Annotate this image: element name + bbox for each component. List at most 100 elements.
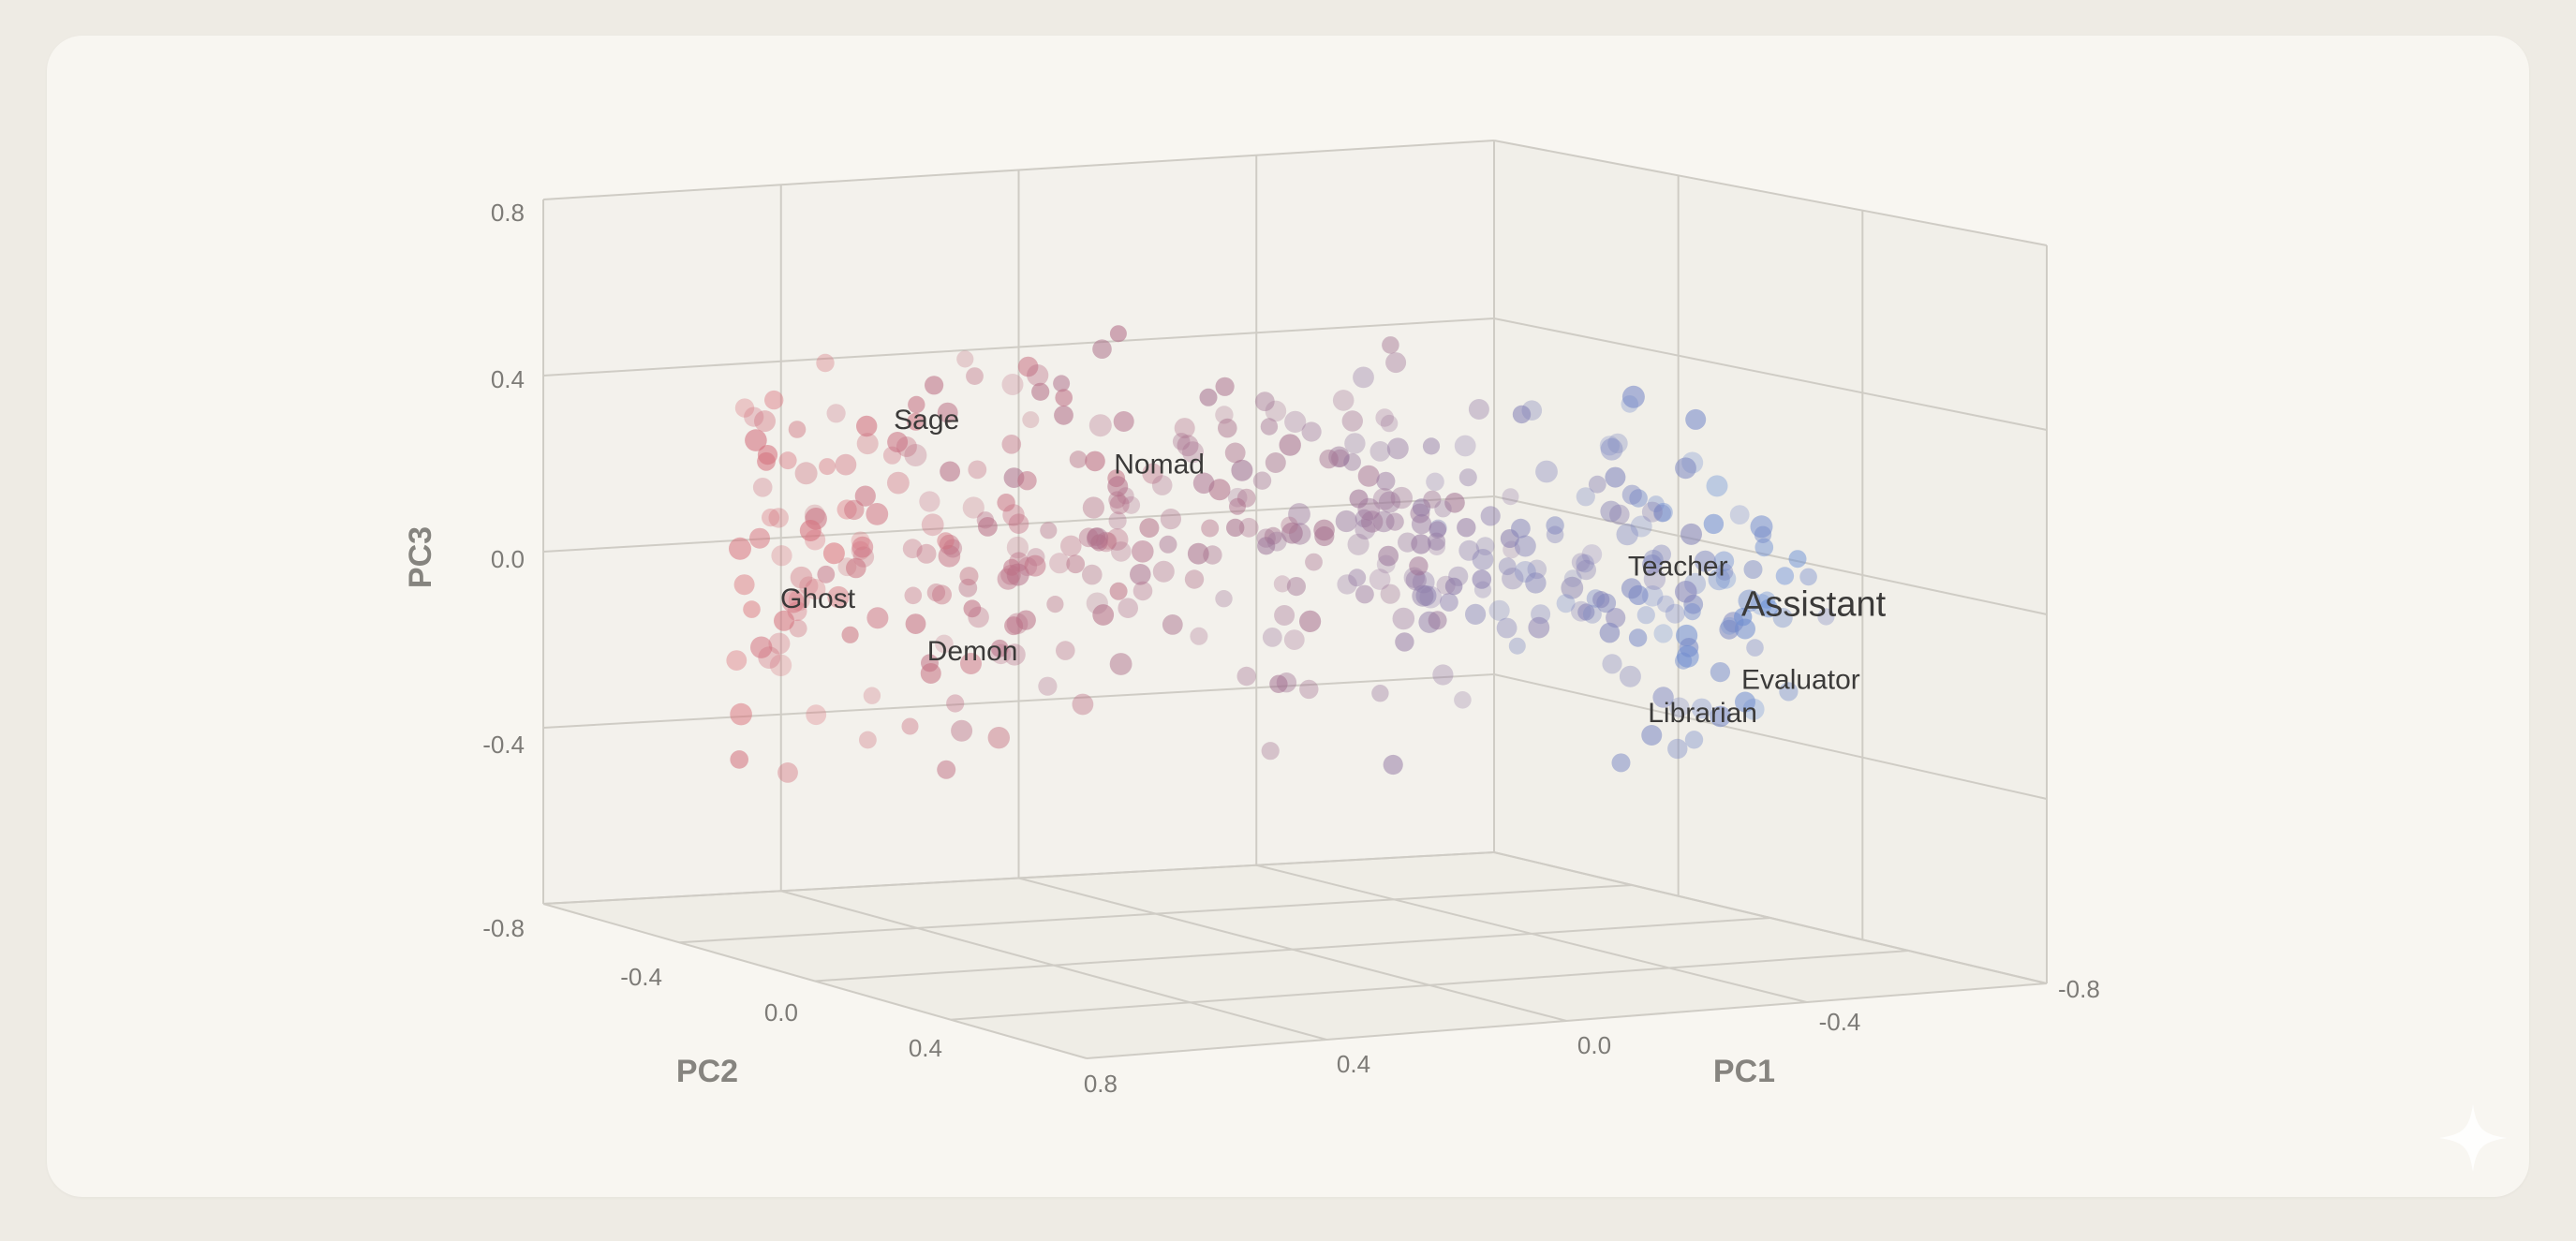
data-point: [1444, 493, 1465, 513]
grid-floor-b-0: [542, 903, 1088, 1059]
data-point: [1643, 568, 1666, 590]
points: [726, 325, 1835, 783]
data-point: [1349, 489, 1369, 509]
data-point: [1086, 592, 1108, 614]
data-point: [939, 534, 960, 555]
data-point: [851, 540, 870, 561]
data-point: [1457, 518, 1476, 538]
data-point: [1759, 598, 1778, 618]
data-point: [1305, 553, 1323, 571]
data-point: [768, 632, 791, 655]
data-point: [1085, 451, 1105, 472]
data-point: [1006, 613, 1029, 635]
data-point: [1577, 603, 1595, 621]
data-point: [1779, 682, 1799, 702]
data-point: [1652, 687, 1674, 708]
data-point: [1599, 622, 1621, 643]
data-point: [733, 574, 755, 596]
x-tick--0.8: -0.8: [2058, 975, 2100, 1003]
data-point: [1472, 549, 1494, 570]
data-point: [1236, 488, 1256, 508]
data-point: [1488, 599, 1510, 621]
data-point: [1386, 437, 1409, 460]
data-point: [1347, 533, 1369, 555]
data-point: [1361, 510, 1384, 533]
data-point: [1174, 418, 1195, 439]
data-point: [1357, 465, 1380, 487]
data-point: [1109, 325, 1127, 343]
data-point: [758, 646, 781, 669]
data-point: [1436, 575, 1456, 595]
data-point: [1008, 513, 1029, 534]
data-point: [1027, 364, 1049, 387]
data-point: [863, 687, 881, 704]
data-point: [1355, 509, 1374, 528]
data-point: [1109, 495, 1130, 515]
data-point: [1468, 399, 1489, 420]
data-point: [1066, 554, 1086, 574]
data-point: [1218, 418, 1237, 438]
data-point: [901, 717, 919, 735]
floor-plane: [543, 852, 2047, 1058]
data-point: [1053, 375, 1071, 392]
data-point: [1694, 550, 1716, 572]
data-point: [1004, 616, 1024, 636]
data-point: [1621, 385, 1645, 408]
data-point: [990, 643, 1012, 665]
data-point: [1262, 628, 1282, 647]
data-point: [1427, 532, 1446, 551]
data-point: [1215, 377, 1235, 396]
data-point: [1382, 336, 1399, 354]
data-point: [1017, 356, 1039, 377]
point-label-sage: Sage: [894, 405, 959, 436]
data-point: [1353, 366, 1374, 389]
data-point: [997, 494, 1015, 512]
data-point: [1264, 526, 1282, 545]
data-point: [1371, 685, 1389, 702]
data-point: [1281, 516, 1298, 534]
data-point: [1607, 433, 1628, 454]
labeled-point-demon: [920, 663, 941, 684]
data-point: [925, 376, 944, 395]
data-point: [926, 584, 946, 602]
data-point: [919, 491, 940, 512]
data-point: [1069, 451, 1088, 468]
data-point: [935, 634, 954, 654]
data-point: [1775, 567, 1795, 585]
x-tick-0.0: 0.0: [1577, 1031, 1611, 1059]
grid-z-right-3: [1493, 673, 2048, 800]
data-point: [1616, 523, 1638, 546]
data-point: [1630, 515, 1652, 538]
data-point: [1411, 513, 1432, 535]
y-tick--0.4: -0.4: [620, 963, 662, 991]
data-point: [1257, 537, 1276, 555]
data-point: [757, 451, 776, 471]
data-point: [963, 599, 982, 618]
data-point: [1448, 566, 1469, 586]
data-point: [768, 508, 789, 528]
point-label-evaluator: Evaluator: [1741, 665, 1860, 696]
data-point: [1683, 603, 1701, 621]
data-point: [1423, 490, 1442, 509]
data-point: [1643, 549, 1664, 570]
data-point: [1571, 553, 1591, 572]
data-point: [1743, 560, 1763, 579]
data-point: [1680, 523, 1702, 545]
data-point: [905, 613, 926, 634]
x-tick-0.4: 0.4: [1337, 1050, 1370, 1078]
data-point: [1238, 517, 1259, 538]
data-point: [734, 398, 755, 418]
data-point: [1502, 488, 1519, 506]
data-point: [1022, 411, 1040, 429]
data-point: [1343, 453, 1361, 471]
data-point: [1440, 593, 1458, 612]
data-point: [1434, 500, 1452, 518]
data-point: [1269, 674, 1288, 693]
data-point: [1139, 518, 1160, 539]
back-wall-right: [1494, 140, 2047, 983]
data-point: [1535, 460, 1558, 483]
data-point: [1177, 435, 1199, 457]
data-point: [1512, 405, 1532, 424]
data-point: [778, 451, 797, 470]
data-point: [1049, 553, 1071, 574]
